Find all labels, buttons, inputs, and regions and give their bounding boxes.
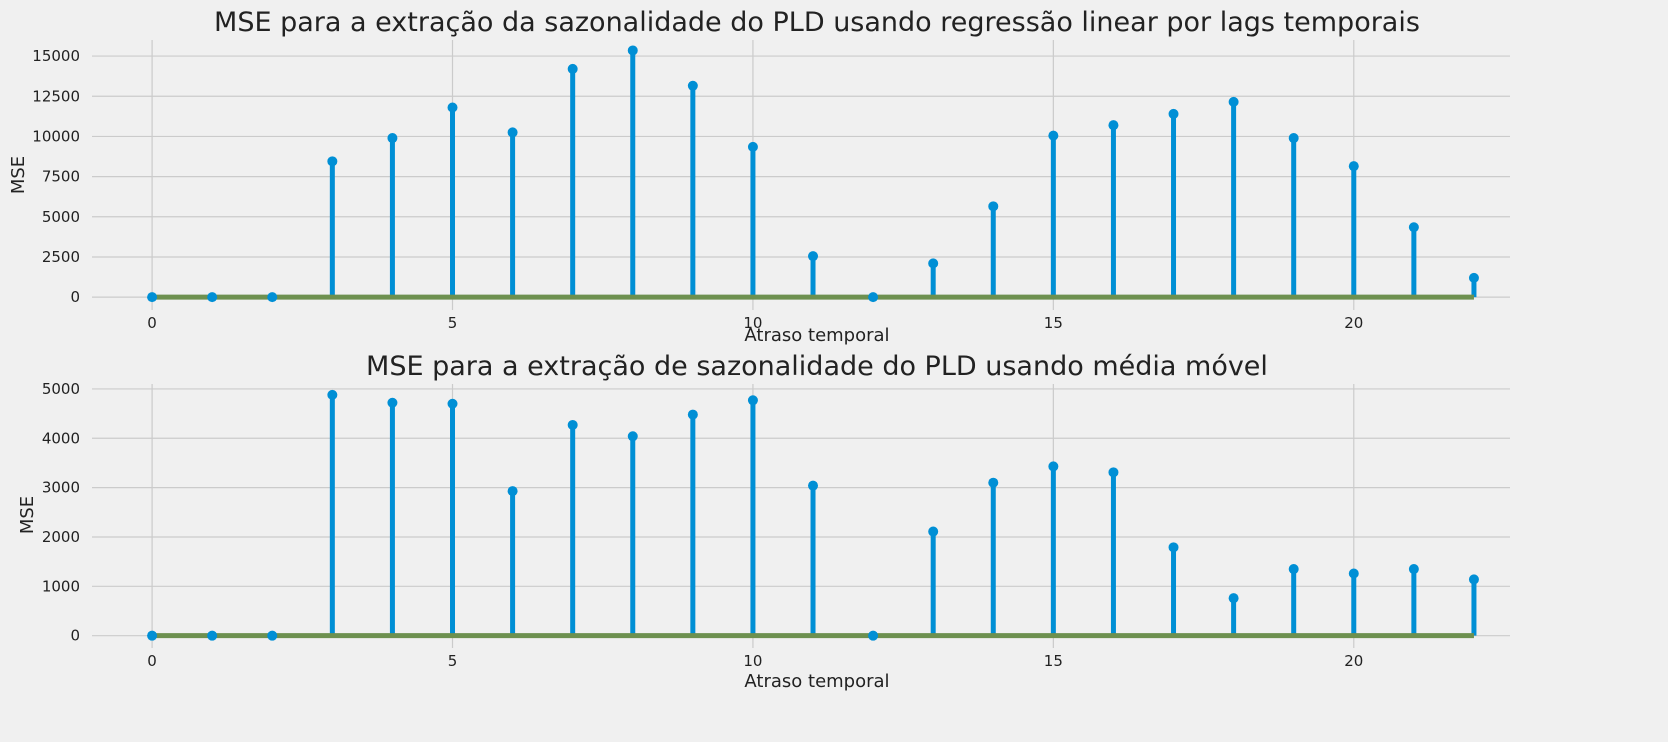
stem-marker [1348, 568, 1359, 579]
stem-marker [687, 409, 698, 420]
stem-marker [1408, 222, 1419, 233]
stem-marker [147, 630, 158, 641]
stems [147, 45, 1479, 303]
y-tick-label: 0 [70, 627, 80, 645]
x-tick-label: 0 [147, 314, 157, 332]
x-axis-label: Atraso temporal [744, 671, 889, 692]
stem-marker [207, 630, 218, 641]
stem-marker [387, 397, 398, 408]
y-tick-label: 2000 [42, 528, 80, 546]
stem-marker [868, 630, 879, 641]
stem-marker [808, 480, 819, 491]
tick-labels: 0 5 10 15 20 0 2500 5000 7500 10000 12500 15000 [32, 47, 1363, 332]
stem-marker [267, 630, 278, 641]
stem-marker [627, 45, 638, 56]
stem-marker [747, 141, 758, 152]
chart-regressao-linear: MSE para a extração da sazonalidade do P… [8, 7, 1510, 346]
stem-marker [327, 156, 338, 167]
stem-marker [1408, 564, 1419, 575]
stem-marker [507, 486, 518, 497]
x-tick-label: 10 [743, 314, 762, 332]
stem-marker [147, 292, 158, 303]
stem-marker [327, 389, 338, 400]
stem-marker [1288, 564, 1299, 575]
y-tick-label: 10000 [32, 127, 80, 145]
stem-marker [1048, 461, 1059, 472]
stem-marker [1468, 272, 1479, 283]
chart-media-movel: MSE para a extração de sazonalidade do P… [17, 351, 1510, 692]
stem-marker [1348, 161, 1359, 172]
x-tick-label: 10 [743, 652, 762, 670]
stem-marker [387, 133, 398, 144]
stem-marker [1108, 120, 1119, 131]
x-tick-label: 0 [147, 652, 157, 670]
y-tick-label: 3000 [42, 479, 80, 497]
y-axis-label: MSE [17, 496, 38, 534]
x-tick-label: 5 [448, 314, 458, 332]
stem-marker [687, 80, 698, 91]
stem-marker [868, 292, 879, 303]
x-tick-label: 15 [1044, 652, 1063, 670]
x-tick-label: 5 [448, 652, 458, 670]
y-tick-label: 1000 [42, 577, 80, 595]
x-tick-label: 15 [1044, 314, 1063, 332]
stem-marker [567, 63, 578, 74]
stem-marker [447, 102, 458, 113]
chart-title: MSE para a extração da sazonalidade do P… [214, 7, 1420, 38]
stem-marker [988, 201, 999, 212]
stem-marker [1288, 133, 1299, 144]
y-tick-label: 12500 [32, 87, 80, 105]
stem-marker [928, 258, 939, 269]
x-axis-label: Atraso temporal [744, 325, 889, 346]
stem-marker [567, 419, 578, 430]
y-tick-label: 15000 [32, 47, 80, 65]
stem-marker [447, 398, 458, 409]
stem-marker [207, 292, 218, 303]
tick-labels: 0 5 10 15 20 0 1000 2000 3000 4000 5000 [42, 380, 1364, 670]
x-tick-label: 20 [1344, 652, 1363, 670]
y-tick-label: 5000 [42, 208, 80, 226]
x-tick-label: 20 [1344, 314, 1363, 332]
chart-title: MSE para a extração de sazonalidade do P… [366, 351, 1268, 382]
stem-marker [507, 127, 518, 138]
stem-marker [988, 477, 999, 488]
stem-marker [747, 395, 758, 406]
y-tick-label: 2500 [42, 248, 80, 266]
y-tick-label: 0 [70, 288, 80, 306]
y-tick-label: 4000 [42, 429, 80, 447]
stem-marker [928, 526, 939, 537]
stem-marker [267, 292, 278, 303]
y-tick-label: 7500 [42, 168, 80, 186]
stem-marker [808, 251, 819, 262]
y-axis-label: MSE [8, 156, 29, 194]
stem-marker [1108, 467, 1119, 478]
stem-marker [1168, 542, 1179, 553]
stems [147, 389, 1479, 641]
stem-marker [1048, 130, 1059, 141]
stem-marker [627, 431, 638, 442]
y-tick-label: 5000 [42, 380, 80, 398]
stem-marker [1228, 593, 1239, 604]
stem-marker [1168, 108, 1179, 119]
stem-marker [1468, 574, 1479, 585]
stem-marker [1228, 96, 1239, 107]
